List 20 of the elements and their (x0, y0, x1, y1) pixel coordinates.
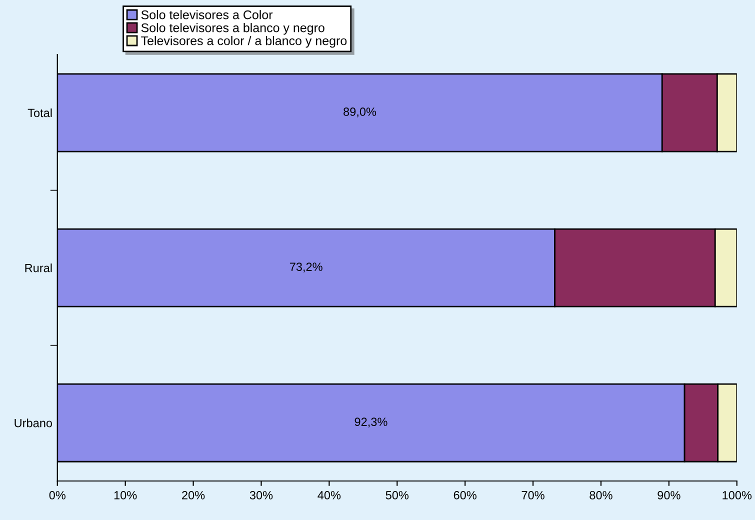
data-label: 73,2% (290, 262, 322, 272)
x-tick-label: 50% (386, 491, 409, 500)
y-tick-label: Urbano (14, 418, 52, 428)
x-tick-label: 100% (722, 491, 752, 500)
y-tick-label: Rural (25, 264, 52, 272)
x-tick-label: 20% (182, 491, 205, 500)
x-tick-label: 10% (114, 491, 137, 500)
data-label: 89,0% (344, 108, 376, 118)
x-tick-label: 0% (49, 491, 66, 500)
x-tick-label: 60% (454, 491, 476, 500)
legend-label: Solo televisores a blanco y negro (141, 23, 324, 35)
x-tick-label: 90% (658, 491, 680, 500)
x-tick-label: 30% (250, 491, 273, 500)
x-tick-label: 40% (318, 491, 341, 500)
legend-label: Solo televisores a Color (141, 10, 273, 20)
y-tick-label: Total (28, 108, 52, 118)
x-tick-label: 70% (522, 491, 544, 500)
x-tick-label: 80% (590, 491, 612, 500)
data-label: 92,3% (354, 418, 388, 428)
legend-label: Televisores a color / a blanco y negro (141, 36, 347, 48)
